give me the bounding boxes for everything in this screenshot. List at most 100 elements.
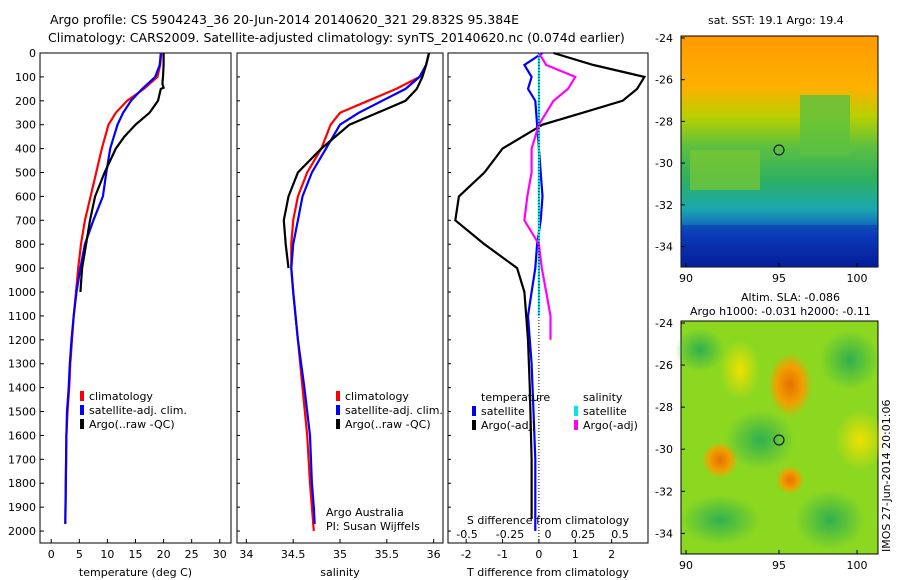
- legend-label: Argo(-adj): [481, 419, 536, 432]
- y-tick-label: 200: [15, 95, 36, 108]
- y-tick-label: 1100: [8, 310, 36, 323]
- x-tick-label: 2: [608, 548, 615, 561]
- legend-swatch: [336, 391, 340, 401]
- plot-frame: [236, 52, 444, 544]
- sst-map-title: sat. SST: 19.1 Argo: 19.4: [708, 14, 844, 27]
- x-tick-label: 20: [157, 548, 171, 561]
- plot-frame: [39, 52, 232, 544]
- y-tick-label: 400: [15, 143, 36, 156]
- x-tick-label: 25: [185, 548, 199, 561]
- sla-map-blob: [776, 466, 804, 494]
- top-tick-label: 0.5: [611, 528, 629, 541]
- x-tick-label: 36: [427, 548, 441, 561]
- y-tick-label: 1800: [8, 477, 36, 490]
- legend-title: temperature: [481, 391, 550, 404]
- sst-map-axes: 90 95 100 -24 -26 -28 -30 -32 -34: [655, 32, 867, 285]
- argo-position-marker: [773, 434, 785, 446]
- x-tick-label: 10: [100, 548, 114, 561]
- y-tick-label: 600: [15, 190, 36, 203]
- x-axis-label: temperature (deg C): [79, 566, 192, 579]
- series-line-2: [290, 52, 431, 524]
- sla-map-blob: [768, 353, 812, 417]
- top-tick-label: -0.5: [456, 528, 477, 541]
- legend-swatch: [80, 391, 84, 401]
- sla-map-title-line-2: Argo h1000: -0.031 h2000: -0.11: [690, 305, 871, 318]
- y-tick-label: 1700: [8, 453, 36, 466]
- legend-swatch: [472, 406, 476, 416]
- sla-map: [675, 320, 885, 555]
- legend-label: climatology: [89, 390, 153, 403]
- y-tick-label: 700: [15, 214, 36, 227]
- y-tick-label: -24: [655, 32, 673, 45]
- difference-profile-panel: -2 -1 0 1 2 T difference from climatology -0.5…: [447, 51, 649, 579]
- y-tick-label: -28: [655, 401, 673, 414]
- series-line-1: [290, 52, 431, 532]
- sla-map-blob: [675, 328, 725, 372]
- x-tick-label: 5: [76, 548, 83, 561]
- salinity-profile-panel: 34 34.5 35 35.5 36 salinity climatologysatelli…: [236, 52, 444, 579]
- legend-swatch: [472, 420, 476, 430]
- series-line-4: [523, 52, 577, 340]
- x-tick-label: 100: [847, 272, 868, 285]
- header-line-1: Argo profile: CS 5904243_36 20-Jun-2014 …: [50, 12, 519, 27]
- y-tick-label: -28: [655, 115, 673, 128]
- sst-map: [680, 35, 879, 268]
- x-tick-label: 0: [48, 548, 55, 561]
- top-tick-label: 0: [545, 528, 552, 541]
- legend-title: salinity: [583, 391, 623, 404]
- series-line-2: [454, 51, 647, 520]
- y-tick-label: 1000: [8, 286, 36, 299]
- legend-label: climatology: [345, 390, 409, 403]
- y-tick-label: -30: [655, 157, 673, 170]
- side-timestamp-label: IMOS 27-Jun-2014 20:01:06: [880, 399, 893, 552]
- legend-swatch: [336, 419, 340, 429]
- y-tick-label: 1500: [8, 406, 36, 419]
- x-tick-label: -1: [497, 548, 508, 561]
- y-tick-label: 1900: [8, 501, 36, 514]
- x-tick-label: -2: [461, 548, 472, 561]
- series-line-3: [282, 52, 431, 269]
- top-tick-label: -0.25: [496, 528, 524, 541]
- sla-map-blob: [835, 410, 885, 470]
- sla-map-blob: [720, 340, 760, 400]
- legend-swatch: [80, 405, 84, 415]
- sla-map-blob: [820, 330, 880, 390]
- y-tick-label: 500: [15, 167, 36, 180]
- y-tick-label: 1400: [8, 382, 36, 395]
- x-tick-label: 35: [333, 548, 347, 561]
- sla-map-blob: [725, 410, 795, 470]
- y-tick-label: 800: [15, 238, 36, 251]
- legend-label: satellite-adj. clim.: [89, 404, 187, 417]
- y-tick-label: 2000: [8, 525, 36, 538]
- legend-label: Argo(..raw -QC): [89, 418, 175, 431]
- y-tick-label: 0: [29, 47, 36, 60]
- y-tick-label: 300: [15, 119, 36, 132]
- series-line-1: [522, 52, 544, 531]
- legend-swatch: [574, 406, 578, 416]
- legend-label: Argo(..raw -QC): [345, 418, 431, 431]
- y-tick-label: -32: [655, 199, 673, 212]
- top-tick-label: 0.25: [571, 528, 596, 541]
- legend-label: satellite: [583, 405, 627, 418]
- y-tick-label: 100: [15, 71, 36, 84]
- sst-map-patch: [690, 150, 760, 190]
- x-tick-label: 30: [213, 548, 227, 561]
- legend-swatch: [80, 419, 84, 429]
- x-tick-label: 34.5: [281, 548, 306, 561]
- sla-map-blob: [680, 495, 760, 545]
- x-tick-label: 34: [239, 548, 253, 561]
- x-tick-label: 95: [772, 559, 786, 572]
- x-axis-label: salinity: [320, 566, 360, 579]
- legend-swatch: [574, 420, 578, 430]
- x-axis-label: T difference from climatology: [466, 566, 629, 579]
- y-tick-label: 1600: [8, 429, 36, 442]
- x-tick-label: 100: [847, 559, 868, 572]
- sla-map-blob: [795, 490, 865, 550]
- sst-map-patch: [681, 225, 878, 267]
- series-line-3: [79, 53, 165, 293]
- legend-label: satellite: [481, 405, 525, 418]
- y-tick-label: 900: [15, 262, 36, 275]
- legend-swatch: [336, 405, 340, 415]
- y-tick-label: -32: [655, 485, 673, 498]
- header-line-2: Climatology: CARS2009. Satellite-adjuste…: [48, 30, 625, 45]
